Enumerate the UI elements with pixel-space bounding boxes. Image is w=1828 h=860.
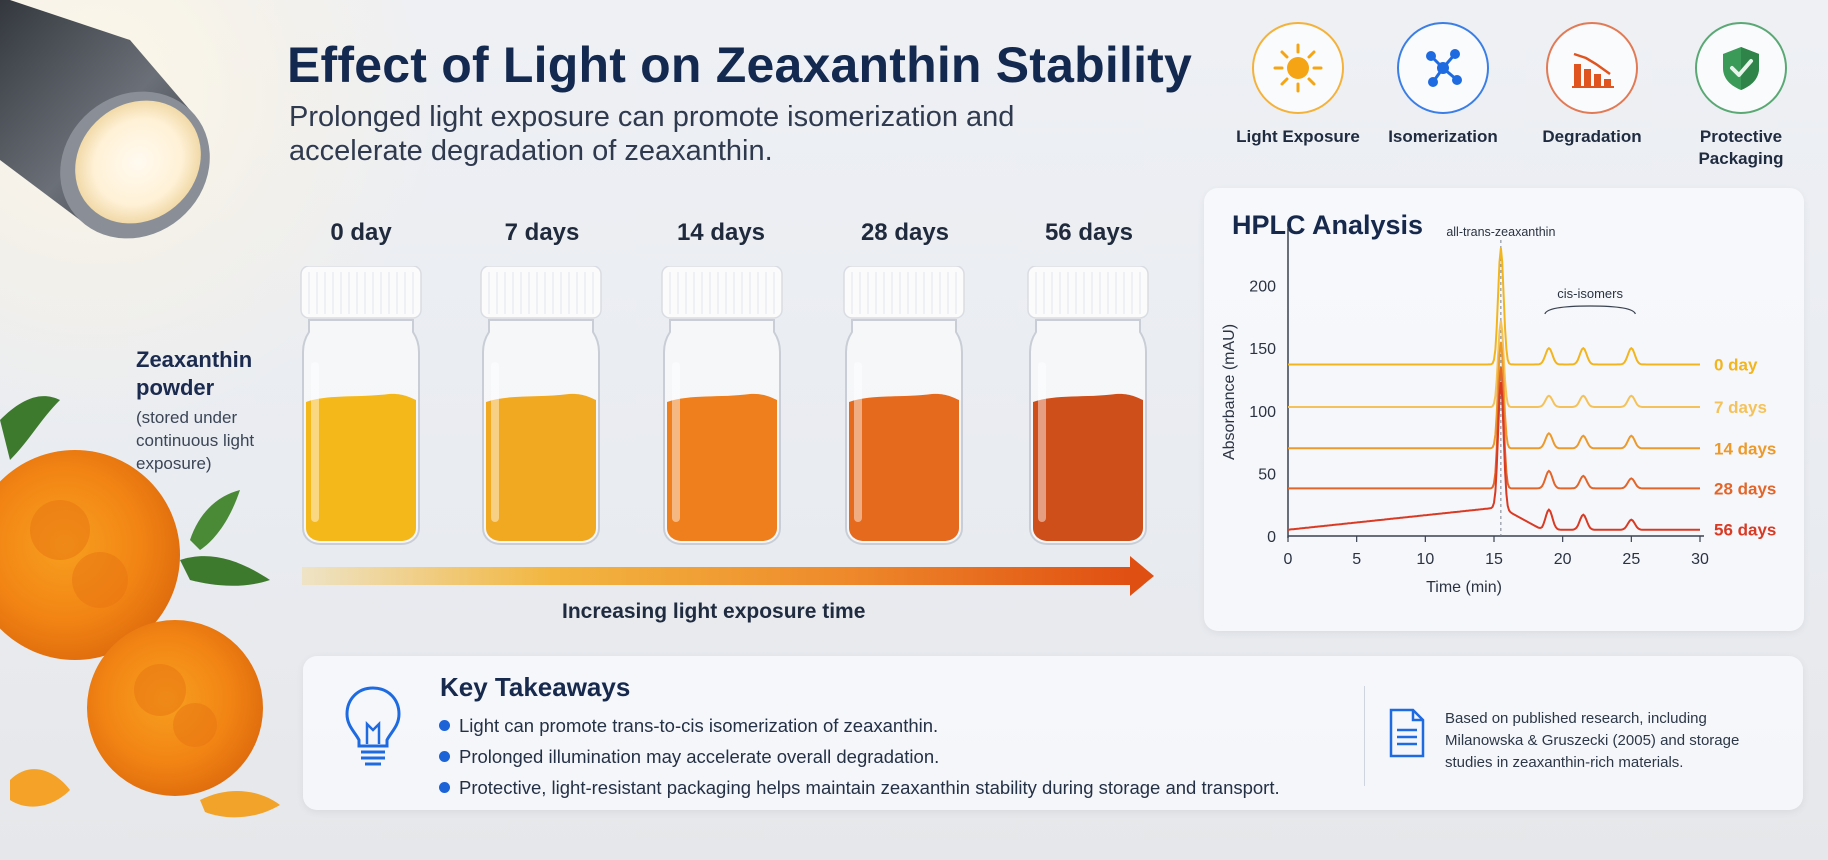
page-subtitle: Prolonged light exposure can promote iso… [289,101,1015,167]
trace-0 [1288,247,1700,366]
x-axis-label: Time (min) [1426,579,1502,596]
molecule-icon [1397,22,1489,114]
vial-2 [660,265,784,546]
light-exposure-badge: Light Exposure [1233,22,1363,148]
exposure-arrow-label: Increasing light exposure time [562,600,866,623]
declining-bars-icon [1546,22,1638,114]
bullet-dot [439,782,450,793]
peak-label: all-trans-zeaxanthin [1446,225,1555,239]
lightbulb-icon [345,686,401,766]
vial-1 [479,265,603,546]
y-tick-label: 50 [1258,466,1276,483]
trace-4 [1287,381,1700,531]
takeaway-item: Protective, light-resistant packaging he… [439,772,1280,803]
light-exposure-label: Light Exposure [1236,127,1360,146]
shield-check-icon [1695,22,1787,114]
vial-0 [299,265,423,546]
powder-fill [849,393,959,541]
takeaway-item: Prolonged illumination may accelerate ov… [439,741,1280,772]
lamp-image [0,0,210,239]
powder-fill [486,393,596,541]
exposure-arrow [302,567,1132,585]
x-tick-label: 30 [1691,551,1709,568]
source-note: Based on published research, including M… [1445,710,1740,771]
trace-label: 56 days [1714,521,1776,540]
x-tick-label: 10 [1416,551,1434,568]
x-tick-label: 5 [1352,551,1361,568]
document-icon [1389,708,1425,758]
sample-title: Zeaxanthin powder [136,347,253,400]
degradation-label: Degradation [1542,127,1642,146]
trace-label: 14 days [1714,439,1776,458]
x-tick-label: 20 [1554,551,1572,568]
takeaway-text: Light can promote trans-to-cis isomeriza… [459,715,939,736]
hplc-panel: HPLC Analysis 0 5 10 15 20 25 30 0 50 100 150 200 Ti… [1204,188,1804,631]
powder-fill [1033,393,1143,541]
exposure-arrow-head [1130,556,1154,596]
sample-note: (stored under continuous light exposure) [136,408,255,473]
takeaway-text: Prolonged illumination may accelerate ov… [459,746,940,767]
key-takeaways-title: Key Takeaways [440,672,631,702]
hplc-title: HPLC Analysis [1232,210,1424,240]
marigold-flowers-image [0,396,280,818]
trace-label: 7 days [1714,398,1767,417]
y-tick-label: 150 [1249,341,1276,358]
key-takeaways-list: Light can promote trans-to-cis isomeriza… [439,710,1280,803]
protective-packaging-label: Protective Packaging [1698,127,1784,168]
protective-packaging-badge: Protective Packaging [1676,22,1806,170]
x-tick-label: 15 [1485,551,1503,568]
day-label-14: 14 days [676,219,766,246]
powder-fill [306,393,416,541]
cis-label: cis-isomers [1557,286,1623,301]
sun-icon [1252,22,1344,114]
vial-4 [1026,265,1150,546]
key-takeaways-panel: Key Takeaways Light can promote trans-to… [303,656,1803,810]
day-label-56: 56 days [1044,219,1134,246]
degradation-badge: Degradation [1527,22,1657,148]
y-tick-label: 100 [1249,404,1276,421]
day-label-7: 7 days [504,219,580,246]
bullet-dot [439,751,450,762]
vial-3 [842,265,966,546]
trace-3 [1288,366,1700,490]
hplc-chart: 0 5 10 15 20 25 30 0 50 100 150 200 Time (min) Absorb… [1221,225,1776,596]
trace-1 [1288,320,1700,408]
y-tick-label: 200 [1249,279,1276,296]
bullet-dot [439,720,450,731]
takeaway-item: Light can promote trans-to-cis isomeriza… [439,710,1280,741]
page-title: Effect of Light on Zeaxanthin Stability [287,37,1193,93]
trace-2 [1288,341,1700,450]
x-tick-label: 0 [1284,551,1293,568]
y-axis-label: Absorbance (mAU) [1221,324,1238,460]
day-label-0: 0 day [330,219,392,246]
isomerization-badge: Isomerization [1378,22,1508,148]
day-label-28: 28 days [860,219,950,246]
takeaway-text: Protective, light-resistant packaging he… [459,777,1280,798]
cis-bracket [1544,305,1636,315]
isomerization-label: Isomerization [1388,127,1498,146]
trace-label: 28 days [1714,479,1776,498]
trace-label: 0 day [1714,355,1758,374]
powder-fill [667,393,777,541]
divider [1364,686,1365,786]
y-tick-label: 0 [1267,529,1276,546]
x-tick-label: 25 [1622,551,1640,568]
